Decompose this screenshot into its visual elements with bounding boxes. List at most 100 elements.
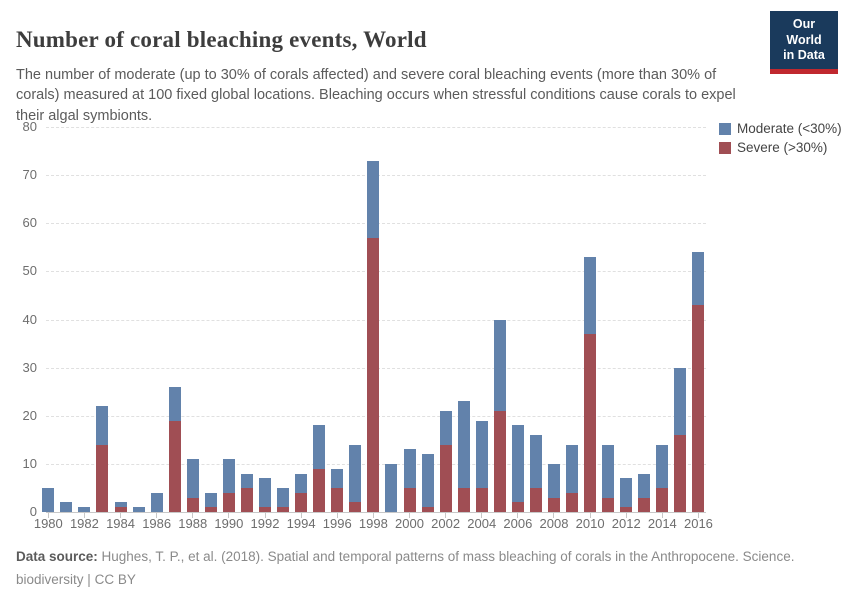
bar-2011-moderate-segment (602, 444, 615, 498)
bar-2010-moderate-segment (584, 256, 597, 334)
bar-2010-severe-segment (584, 333, 597, 512)
bar-1991[interactable] (240, 473, 253, 512)
bar-2014-severe-segment (656, 487, 669, 512)
x-tick-label-1992: 1992 (250, 516, 280, 531)
legend-item-severe[interactable]: Severe (>30%) (719, 140, 842, 155)
x-tick-1986 (156, 513, 158, 518)
bar-2000[interactable] (403, 449, 416, 512)
bar-1995[interactable] (313, 425, 326, 512)
bar-1984[interactable] (114, 502, 127, 512)
bar-1998[interactable] (367, 160, 380, 512)
x-tick-1990 (228, 513, 230, 518)
bar-1987[interactable] (168, 386, 181, 512)
bar-1993[interactable] (277, 487, 290, 512)
bar-1980[interactable] (42, 487, 55, 512)
bar-1995-moderate-segment (313, 425, 326, 469)
bar-1993-moderate-segment (277, 487, 290, 508)
bar-1999[interactable] (385, 463, 398, 512)
bar-2009-severe-segment (566, 492, 579, 512)
legend-item-moderate[interactable]: Moderate (<30%) (719, 121, 842, 136)
bar-2011[interactable] (602, 444, 615, 512)
bar-2016-severe-segment (692, 305, 705, 512)
x-tick-label-2008: 2008 (539, 516, 569, 531)
license-link[interactable]: CC BY (94, 571, 136, 587)
bar-1999-moderate-segment (385, 463, 398, 512)
bar-2003-severe-segment (457, 487, 470, 512)
y-tick-label-10: 10 (22, 455, 37, 471)
bar-1995-severe-segment (313, 468, 326, 512)
x-tick-label-2012: 2012 (611, 516, 641, 531)
bar-1986[interactable] (150, 492, 163, 512)
bar-1981-moderate-segment (60, 502, 73, 512)
bar-1989[interactable] (204, 492, 217, 512)
owid-logo[interactable]: Our World in Data (770, 11, 838, 74)
bar-1997[interactable] (349, 444, 362, 512)
bar-2012-severe-segment (620, 507, 633, 512)
bar-1997-severe-segment (349, 502, 362, 512)
bar-1992[interactable] (259, 478, 272, 512)
plot-area (42, 127, 706, 518)
bar-2013[interactable] (638, 473, 651, 512)
source-text: Hughes, T. P., et al. (2018). Spatial an… (97, 549, 795, 564)
bar-2008-moderate-segment (547, 463, 560, 498)
bar-2014[interactable] (656, 444, 669, 512)
x-tick-1980 (47, 513, 49, 518)
bar-2006-severe-segment (511, 502, 524, 512)
bar-2014-moderate-segment (656, 444, 669, 488)
legend: Moderate (<30%) Severe (>30%) (719, 121, 842, 159)
owid-logo-line2: in Data (783, 48, 825, 63)
bar-1988[interactable] (186, 459, 199, 512)
x-tick-label-1980: 1980 (33, 516, 63, 531)
bar-2007-severe-segment (529, 487, 542, 512)
legend-label-severe: Severe (>30%) (737, 140, 828, 155)
x-tick-1998 (372, 513, 374, 518)
bar-2012-moderate-segment (620, 478, 633, 508)
bar-1981[interactable] (60, 502, 73, 512)
owid-logo-line1: Our World (786, 17, 822, 47)
chart-subtitle: The number of moderate (up to 30% of cor… (16, 66, 736, 124)
bar-2006[interactable] (511, 425, 524, 512)
bar-2001[interactable] (421, 454, 434, 512)
bar-2003[interactable] (457, 401, 470, 512)
bar-2004[interactable] (475, 420, 488, 512)
bar-1983[interactable] (96, 406, 109, 512)
bar-2010[interactable] (584, 256, 597, 512)
bar-1994[interactable] (295, 473, 308, 512)
bar-1990[interactable] (222, 459, 235, 512)
bar-2015[interactable] (674, 367, 687, 512)
x-tick-label-1988: 1988 (178, 516, 208, 531)
y-axis-labels: 0 10 20 30 40 50 60 70 80 (0, 119, 37, 519)
bar-1987-moderate-segment (168, 386, 181, 421)
x-tick-label-1986: 1986 (142, 516, 172, 531)
bar-2005[interactable] (493, 319, 506, 512)
bar-2005-moderate-segment (493, 319, 506, 411)
bar-1984-severe-segment (114, 507, 127, 512)
y-tick-label-80: 80 (22, 119, 37, 134)
bar-1998-severe-segment (367, 237, 380, 512)
x-tick-2010 (589, 513, 591, 518)
x-tick-label-2010: 2010 (575, 516, 605, 531)
bar-2005-severe-segment (493, 410, 506, 512)
bar-2007[interactable] (529, 435, 542, 512)
bar-1992-severe-segment (259, 507, 272, 512)
bar-1982[interactable] (78, 507, 91, 512)
bar-2008-severe-segment (547, 497, 560, 512)
bar-2012[interactable] (620, 478, 633, 512)
bar-2013-moderate-segment (638, 473, 651, 498)
moderate-swatch-icon (719, 122, 731, 135)
bar-1983-severe-segment (96, 444, 109, 512)
bar-2008[interactable] (547, 463, 560, 512)
bar-2016[interactable] (692, 252, 705, 512)
x-tick-label-1996: 1996 (322, 516, 352, 531)
bar-2002[interactable] (439, 410, 452, 512)
x-tick-label-2016: 2016 (683, 516, 713, 531)
x-tick-2016 (697, 513, 699, 518)
bar-1996[interactable] (331, 468, 344, 512)
bar-2009[interactable] (566, 444, 579, 512)
bar-1985[interactable] (132, 507, 145, 512)
bar-2004-moderate-segment (475, 420, 488, 488)
y-tick-label-50: 50 (22, 263, 37, 279)
topic-tag[interactable]: biodiversity (16, 571, 84, 587)
bar-1997-moderate-segment (349, 444, 362, 503)
bar-1998-moderate-segment (367, 160, 380, 238)
